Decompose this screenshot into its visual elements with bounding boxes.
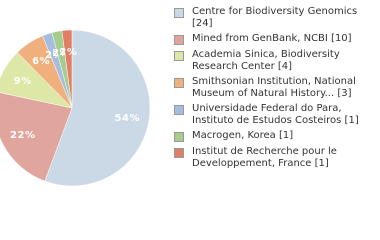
slice-label: 2% (45, 50, 63, 61)
pie: 54%22%9%6%2%2%2% (0, 29, 151, 187)
legend-swatch (174, 105, 184, 115)
legend-label: Mined from GenBank, NCBI [10] (192, 33, 352, 44)
legend-item: Universidade Federal do Para, Instituto … (172, 103, 372, 126)
legend-item: Smithsonian Institution, National Museum… (172, 76, 372, 99)
legend-swatch (174, 132, 184, 142)
legend-label: Smithsonian Institution, National Museum… (192, 76, 356, 99)
slice-label: 2% (59, 47, 77, 58)
slice-label: 22% (10, 130, 35, 141)
legend: Centre for Biodiversity Genomics [24] Min… (172, 6, 372, 173)
legend-label: Institut de Recherche pour le Developpem… (192, 146, 337, 169)
legend-item: Macrogen, Korea [1] (172, 130, 372, 142)
legend-label: Macrogen, Korea [1] (192, 130, 294, 141)
legend-label: Academia Sinica, Biodiversity Research C… (192, 49, 340, 72)
pie-slice (0, 92, 73, 182)
pie-slice (61, 29, 73, 109)
legend-label: Centre for Biodiversity Genomics [24] (192, 6, 358, 29)
legend-swatch (174, 35, 184, 45)
legend-label: Universidade Federal do Para, Instituto … (192, 103, 359, 126)
slice-label: 2% (52, 48, 70, 59)
slice-label: 9% (14, 76, 32, 87)
pie-slice (44, 29, 151, 187)
legend-swatch (174, 8, 184, 18)
legend-item: Institut de Recherche pour le Developpem… (172, 146, 372, 169)
slice-label: 6% (32, 56, 50, 67)
legend-swatch (174, 148, 184, 158)
legend-item: Mined from GenBank, NCBI [10] (172, 33, 372, 45)
legend-item: Centre for Biodiversity Genomics [24] (172, 6, 372, 29)
legend-swatch (174, 78, 184, 88)
legend-item: Academia Sinica, Biodiversity Research C… (172, 49, 372, 72)
legend-swatch (174, 51, 184, 61)
slice-label: 54% (115, 113, 140, 124)
